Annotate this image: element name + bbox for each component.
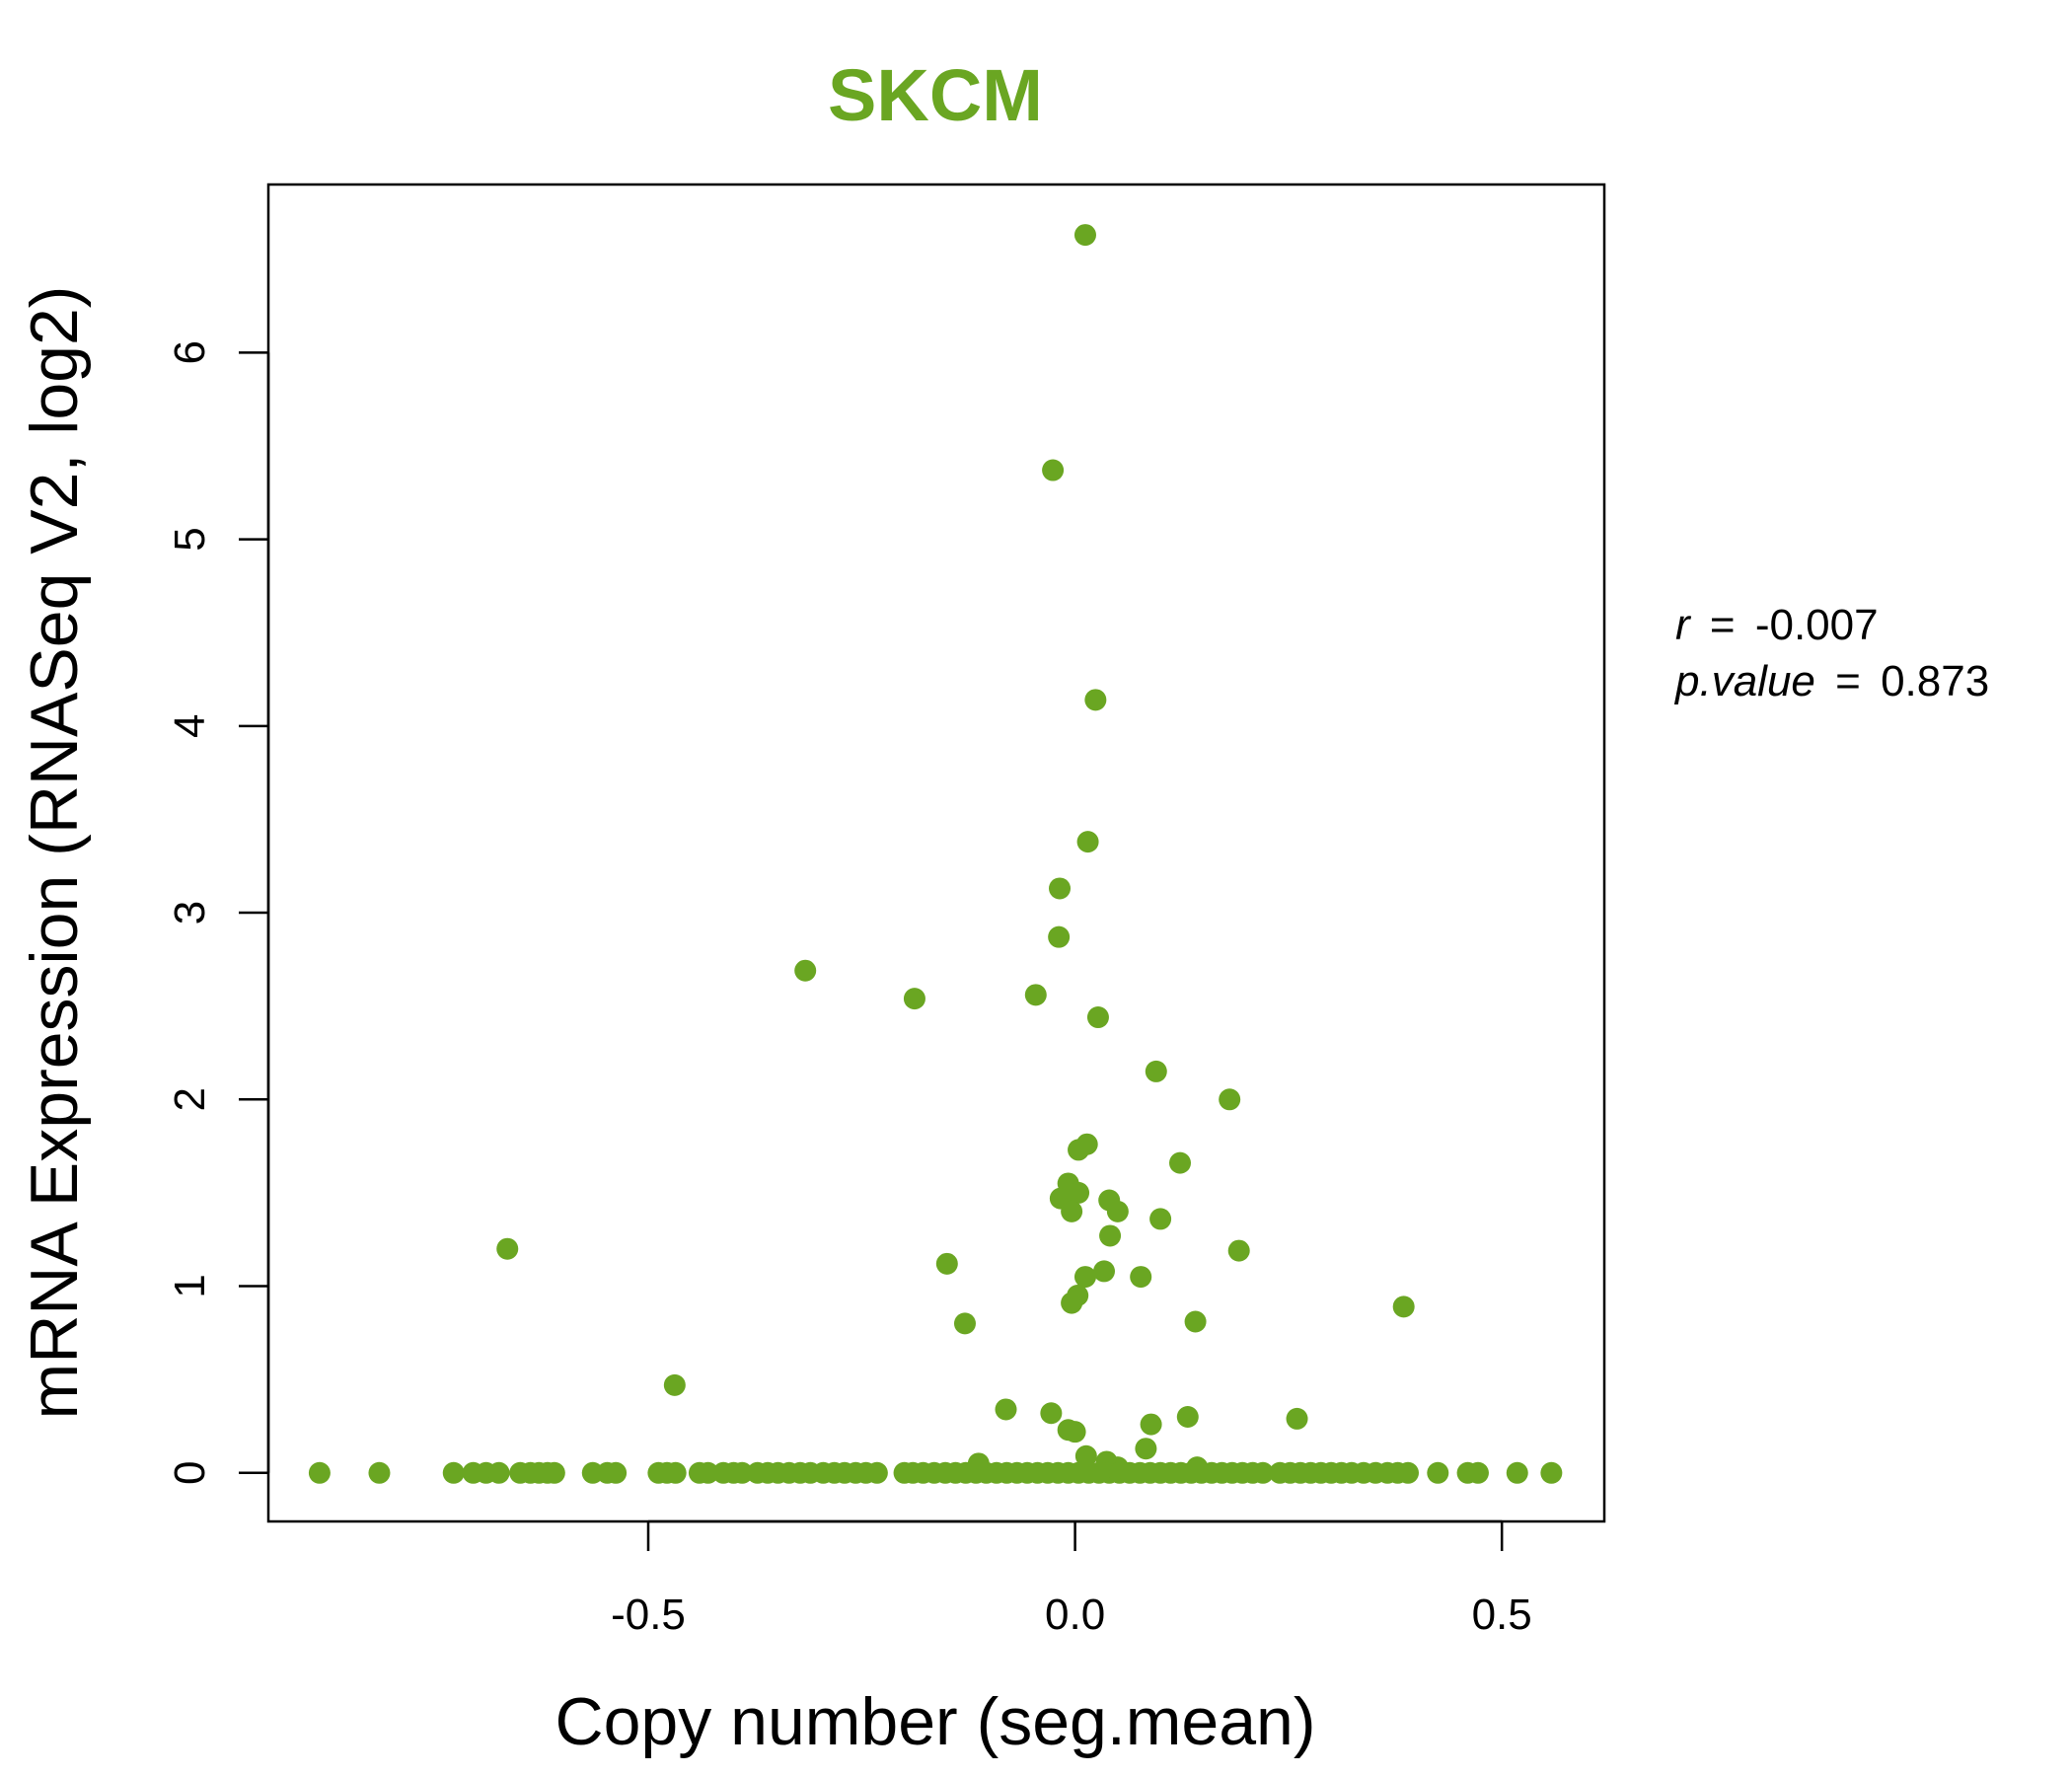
data-point bbox=[1145, 1060, 1167, 1082]
x-tick-label: 0.5 bbox=[1472, 1591, 1532, 1639]
data-point bbox=[308, 1461, 331, 1484]
p-annotation: p.value = 0.873 bbox=[1673, 657, 1989, 705]
data-point bbox=[1074, 1444, 1097, 1467]
data-point bbox=[1040, 1402, 1063, 1425]
data-point bbox=[1086, 1006, 1109, 1029]
r-equals: = bbox=[1710, 601, 1736, 649]
data-point bbox=[731, 1461, 754, 1484]
r-value: -0.007 bbox=[1755, 601, 1879, 649]
x-tick-label: -0.5 bbox=[611, 1591, 686, 1639]
data-point bbox=[1084, 689, 1107, 711]
x-tick-label: 0.0 bbox=[1045, 1591, 1105, 1639]
y-tick-label: 5 bbox=[166, 527, 214, 551]
data-point bbox=[903, 988, 925, 1010]
data-point bbox=[1042, 459, 1065, 481]
data-point bbox=[697, 1461, 719, 1484]
data-point bbox=[1093, 1260, 1116, 1283]
data-point bbox=[1049, 877, 1072, 900]
data-point bbox=[995, 1398, 1017, 1421]
data-point bbox=[442, 1461, 465, 1484]
data-point bbox=[1397, 1461, 1420, 1484]
y-axis-title: mRNA Expression (RNASeq V2, log2) bbox=[17, 286, 92, 1420]
data-point bbox=[1073, 224, 1096, 247]
data-point bbox=[935, 1252, 958, 1275]
data-point bbox=[1130, 1266, 1152, 1289]
data-point bbox=[1064, 1421, 1086, 1443]
y-tick-label: 6 bbox=[166, 340, 214, 364]
data-point bbox=[1540, 1461, 1563, 1484]
data-point bbox=[1219, 1088, 1241, 1111]
y-axis: 0 1 2 3 4 5 6 bbox=[166, 340, 270, 1485]
x-axis-title: Copy number (seg.mean) bbox=[555, 1684, 1315, 1759]
data-point bbox=[1466, 1461, 1489, 1484]
x-axis: -0.5 0.0 0.5 bbox=[611, 1519, 1532, 1639]
data-point bbox=[1286, 1407, 1308, 1430]
data-point bbox=[1251, 1461, 1274, 1484]
data-point bbox=[1106, 1200, 1129, 1222]
data-point bbox=[605, 1461, 628, 1484]
data-point bbox=[1135, 1438, 1157, 1460]
data-point bbox=[1061, 1292, 1083, 1314]
data-point bbox=[1506, 1461, 1528, 1484]
data-points bbox=[308, 224, 1563, 1484]
data-point bbox=[368, 1461, 391, 1484]
data-point bbox=[1075, 1133, 1098, 1155]
data-point bbox=[1149, 1208, 1172, 1230]
y-tick-label: 3 bbox=[166, 901, 214, 925]
data-point bbox=[1392, 1295, 1415, 1318]
p-value: 0.873 bbox=[1881, 657, 1989, 705]
data-point bbox=[1068, 1181, 1090, 1204]
data-point bbox=[1140, 1413, 1162, 1436]
data-point bbox=[1099, 1224, 1122, 1247]
data-point bbox=[663, 1373, 686, 1396]
data-point bbox=[1169, 1151, 1192, 1174]
y-tick-label: 1 bbox=[166, 1274, 214, 1297]
data-point bbox=[1427, 1461, 1449, 1484]
y-tick-label: 2 bbox=[166, 1087, 214, 1111]
r-label: r bbox=[1675, 601, 1692, 649]
y-tick-label: 4 bbox=[166, 714, 214, 738]
data-point bbox=[496, 1237, 519, 1260]
data-point bbox=[865, 1461, 888, 1484]
data-point bbox=[1176, 1406, 1199, 1429]
p-label: p.value bbox=[1673, 657, 1815, 705]
data-point bbox=[794, 959, 817, 982]
data-point bbox=[1048, 925, 1071, 948]
data-point bbox=[1061, 1200, 1083, 1222]
r-annotation: r = -0.007 bbox=[1675, 601, 1879, 649]
data-point bbox=[487, 1461, 510, 1484]
y-tick-label: 0 bbox=[166, 1461, 214, 1485]
data-point bbox=[664, 1461, 687, 1484]
chart-title: SKCM bbox=[828, 54, 1043, 136]
p-equals: = bbox=[1835, 657, 1861, 705]
data-point bbox=[543, 1461, 565, 1484]
plot-frame bbox=[266, 183, 1606, 1523]
data-point bbox=[1073, 1266, 1096, 1289]
data-point bbox=[1024, 984, 1047, 1006]
data-point bbox=[1076, 831, 1099, 853]
data-point bbox=[953, 1312, 976, 1335]
data-point bbox=[1227, 1239, 1250, 1262]
data-point bbox=[1184, 1310, 1207, 1333]
